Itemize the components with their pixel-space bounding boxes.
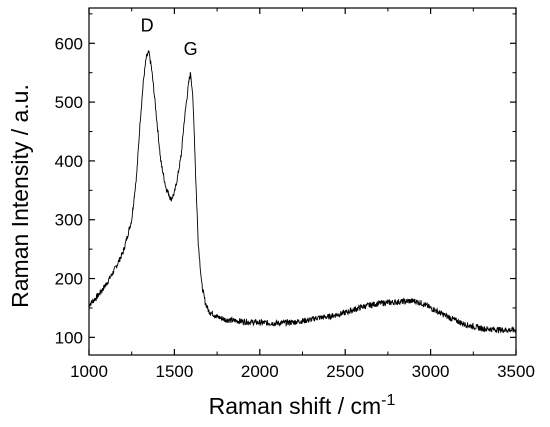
peak-label-d: D	[141, 16, 154, 36]
y-axis-title: Raman Intensity / a.u.	[7, 84, 33, 308]
x-tick-label: 1500	[155, 362, 193, 381]
x-tick-label: 3500	[497, 362, 535, 381]
x-tick-label: 3000	[412, 362, 450, 381]
x-tick-label: 1000	[70, 362, 108, 381]
y-tick-label: 400	[55, 152, 83, 171]
y-tick-label: 600	[55, 34, 83, 53]
plot-area	[88, 7, 517, 356]
x-tick-label: 2500	[326, 362, 364, 381]
x-axis-title-text: Raman shift / cm	[209, 393, 382, 419]
plot-frame	[88, 7, 517, 356]
spectrum-line	[89, 50, 516, 334]
peak-annotations: DG	[141, 16, 198, 60]
peak-label-g: G	[184, 39, 198, 59]
x-axis-title: Raman shift / cm-1	[209, 392, 396, 419]
y-tick-label: 300	[55, 211, 83, 230]
y-tick-label: 200	[55, 270, 83, 289]
axis-ticks	[88, 8, 517, 355]
y-tick-label: 100	[55, 328, 83, 347]
x-tick-label: 2000	[241, 362, 279, 381]
y-tick-label: 500	[55, 93, 83, 112]
x-axis-title-superscript: -1	[381, 392, 395, 409]
tick-labels: 1000 1500 2000 2500 3000 3500 100 200 300 400 500 6…	[55, 34, 535, 381]
